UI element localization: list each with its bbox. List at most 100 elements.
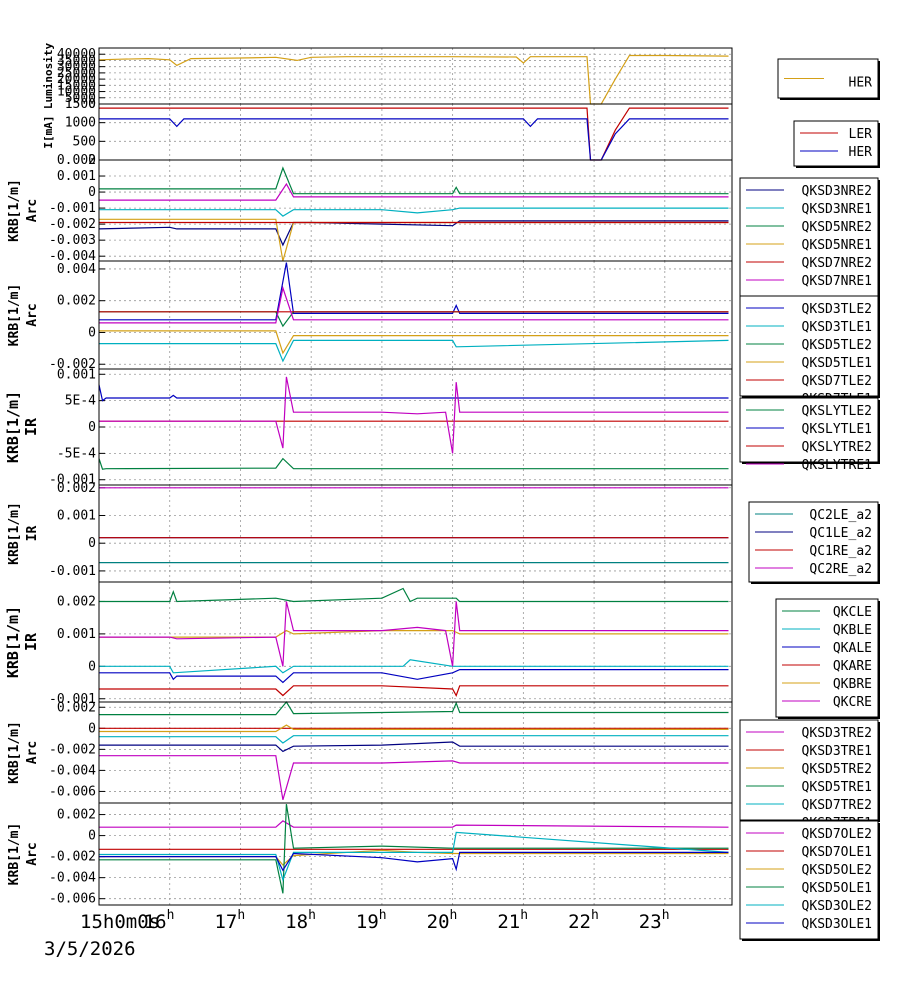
y-axis-label: Arc: [25, 741, 40, 764]
panel-luminosity: 0500010000150002000025000300003500040000…: [42, 43, 733, 112]
y-tick-label: 0: [88, 829, 96, 844]
series-line-QKSD7TRE2: [99, 735, 729, 744]
y-axis-label: KRB[1/m]: [4, 606, 22, 678]
panel-frame: [98, 260, 733, 370]
legend-label: QKSD3NRE2: [802, 184, 872, 199]
series-line-QKSLYTRE1: [99, 376, 729, 454]
y-tick-label: 35000: [57, 53, 96, 68]
legend-label: QC1LE_a2: [809, 526, 872, 541]
legend-label: QKCRE: [833, 695, 872, 710]
y-axis-label: KRB[1/m]: [7, 502, 22, 565]
legend-label: QKSD5NRE2: [802, 220, 872, 235]
y-tick-label: 0: [88, 185, 96, 200]
y-tick-label: 0.001: [57, 627, 96, 642]
x-tick-label: 20h: [427, 908, 458, 933]
x-tick-label: 23h: [639, 908, 670, 933]
legend-label: LER: [849, 127, 873, 142]
y-tick-label: -0.004: [49, 763, 96, 778]
panel-arc-tr: -0.006 -0.004 -0.002 0 0.002 KRB[1/m] Arc: [7, 700, 733, 804]
y-tick-label: 0: [88, 97, 96, 112]
y-tick-label: 0: [88, 420, 96, 435]
y-tick-label: 20000: [57, 72, 96, 87]
series-line-QKSD5TRE1: [99, 700, 729, 716]
legend-label: QKSD7OLE2: [802, 827, 872, 842]
legend-label: QKSD5TLE2: [802, 338, 872, 353]
y-tick-label: 30000: [57, 60, 96, 75]
series-line-QKBRE: [99, 629, 729, 638]
series-line-QKSD7TLE1: [99, 285, 729, 324]
series-line-QKSD5TRE2: [99, 724, 729, 733]
series-line-QKSD7NRE1: [99, 182, 729, 201]
y-axis-label: Arc: [25, 842, 40, 865]
legend-label: QKSD5TRE1: [802, 780, 872, 795]
legend-label: QKSLYTLE2: [802, 404, 872, 419]
x-tick-label: 22h: [568, 908, 599, 933]
legend-label: QC1RE_a2: [809, 544, 872, 559]
legend-label: QKSD7OLE1: [802, 845, 872, 860]
legend-label: QC2LE_a2: [809, 508, 872, 523]
legend-box: [739, 719, 879, 821]
legend-ir-qc: QC2LE_a2 QC1LE_a2 QC1RE_a2 QC2RE_a2: [748, 501, 880, 584]
legend-label: QKSD3OLE1: [802, 917, 872, 932]
series-line-QKSD3TRE2: [99, 755, 729, 800]
y-axis-label: KRB[1/m]: [7, 284, 22, 347]
legend-label: QKSD7NRE1: [802, 274, 872, 289]
y-tick-label: 0: [88, 325, 96, 340]
series-line-QKSD3TLE1: [99, 339, 729, 363]
legend-arc-nr: QKSD3NRE2 QKSD3NRE1 QKSD5NRE2 QKSD5NRE1 QKSD…: [739, 177, 880, 298]
legend-arc-tl: QKSD3TLE2 QKSD3TLE1 QKSD5TLE2 QKSD5TLE1 QKSD…: [739, 295, 880, 407]
series-line-QKSD3OLE1: [99, 851, 729, 872]
panel-current: 0 500 1000 1500 I[mA]: [42, 97, 733, 168]
series-line-HER: [99, 118, 729, 161]
y-tick-label: -0.002: [49, 217, 96, 232]
legend-label: QKARE: [833, 659, 872, 674]
panel-arc-nr: -0.004-0.003-0.002-0.00100.0010.002KRB[1…: [7, 153, 733, 264]
legend-label: QKSLYTRE1: [802, 458, 872, 473]
y-tick-label: 0.002: [57, 700, 96, 715]
panel-arc-tl: -0.002 0 0.002 0.004 KRB[1/m] Arc: [7, 260, 733, 372]
legend-label: QKSD3TLE2: [802, 302, 872, 317]
legend-label: QKSLYTRE2: [802, 440, 872, 455]
legend-label: QKSD7TRE2: [802, 798, 872, 813]
series-line-QKBLE: [99, 659, 729, 674]
y-axis-label: KRB[1/m]: [7, 179, 22, 242]
series-line-QKSD5NRE2: [99, 166, 729, 195]
y-axis-label: KRB[1/m]: [4, 391, 22, 463]
legend-box: [793, 120, 879, 167]
y-tick-label: 0: [88, 153, 96, 168]
panel-arc-ol: -0.006 -0.004 -0.002 0 0.002 KRB[1/m] Arc: [7, 802, 733, 907]
y-axis-label: KRB[1/m]: [7, 721, 22, 784]
series-line-QKSLYTLE1: [98, 384, 729, 402]
y-tick-label: 0.002: [57, 808, 96, 823]
panel-ir-qk: -0.001 0 0.001 0.002 KRB[1/m] IR: [4, 581, 733, 707]
y-axis-label: Arc: [25, 199, 40, 222]
legend-box: [739, 177, 879, 297]
y-axis-label: IR: [22, 417, 40, 436]
x-axis-date-label: 3/5/2026: [44, 938, 136, 960]
series-line-QKCLE: [99, 587, 729, 603]
y-axis-label: Luminosity: [42, 43, 55, 110]
legend-label: QC2RE_a2: [809, 562, 872, 577]
series-line-LER: [99, 107, 729, 161]
y-tick-label: -0.001: [49, 692, 96, 707]
legend-arc-ol: QKSD7OLE2 QKSD7OLE1 QKSD5OLE2 QKSD5OLE1 QKSD…: [739, 820, 880, 941]
y-tick-label: 15000: [57, 78, 96, 93]
y-tick-label: 10000: [57, 85, 96, 100]
legend-label: QKSD7NRE2: [802, 256, 872, 271]
y-tick-label: 0.002: [57, 594, 96, 609]
legend-label: HER: [849, 76, 873, 91]
series-line-QKSD7TRE1: [99, 741, 729, 753]
legend-label: QKSD3TLE1: [802, 320, 872, 335]
series-line-QKSD5OLE1: [99, 804, 729, 894]
y-axis-label: IR: [22, 632, 40, 651]
series-line-HER: [98, 54, 729, 105]
x-axis-start-label: 15h0m0s: [80, 911, 160, 933]
series-line-QKARE: [99, 685, 729, 697]
legend-label: QKSD5NRE1: [802, 238, 872, 253]
y-tick-label: -0.002: [49, 357, 96, 372]
series-line-QKSD3OLE2: [99, 831, 729, 882]
y-tick-label: 1000: [65, 116, 96, 131]
y-tick-label: 0.002: [57, 481, 96, 496]
